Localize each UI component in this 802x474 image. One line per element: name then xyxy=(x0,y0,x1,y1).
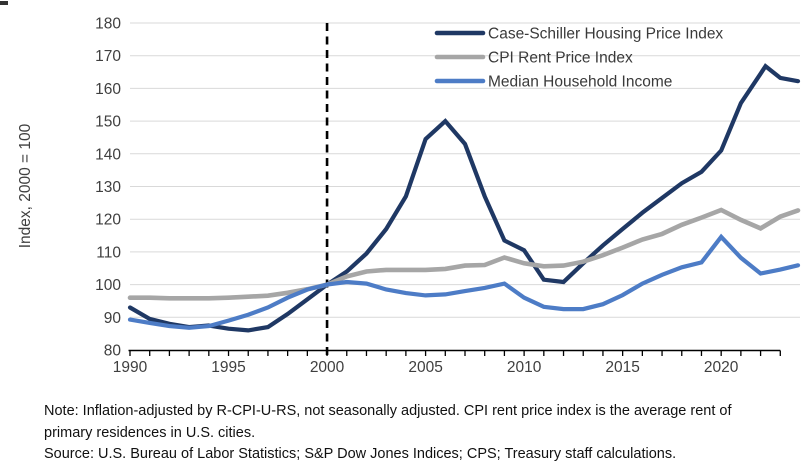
y-tick-label: 100 xyxy=(95,277,121,294)
y-tick-label: 160 xyxy=(95,81,121,98)
x-tick-label: 1995 xyxy=(211,359,245,376)
y-tick-label: 90 xyxy=(104,310,122,327)
y-tick-label: 180 xyxy=(95,16,121,33)
x-tick-label: 2010 xyxy=(507,359,542,376)
x-tick-label: 2015 xyxy=(605,359,639,376)
x-tick-label: 2000 xyxy=(310,359,345,376)
y-tick-label: 170 xyxy=(95,48,121,65)
y-tick-label: 150 xyxy=(95,114,121,131)
series-line-cpi-rent-price-index xyxy=(127,207,801,301)
x-tick-label: 2005 xyxy=(408,359,442,376)
x-tick-label: 2020 xyxy=(704,359,739,376)
y-tick-label: 140 xyxy=(95,146,121,163)
note-text: Note: Inflation-adjusted by R-CPI-U-RS, … xyxy=(44,403,732,441)
y-tick-label: 130 xyxy=(95,179,121,196)
chart-footnotes: Note: Inflation-adjusted by R-CPI-U-RS, … xyxy=(44,401,759,466)
line-chart: 80 90 100 110 120 130 140 150 160 170 180 1990 1995 2… xyxy=(0,1,801,376)
legend-label: CPI Rent Price Index xyxy=(488,50,633,67)
series-line-median-household-income xyxy=(127,233,801,330)
y-tick-label: 110 xyxy=(96,244,121,261)
x-tick-label: 1990 xyxy=(113,359,148,376)
y-tick-label: 80 xyxy=(104,343,122,360)
y-tick-label: 120 xyxy=(95,212,121,229)
series-line-case-schiller-housing-price-index xyxy=(127,63,801,333)
legend-label: Case-Schiller Housing Price Index xyxy=(488,26,723,43)
y-axis-title: Index, 2000 = 100 xyxy=(17,123,34,248)
screenshot-artifact xyxy=(0,1,8,5)
source-text: Source: U.S. Bureau of Labor Statistics;… xyxy=(44,446,677,462)
legend-label: Median Household Income xyxy=(488,74,672,91)
